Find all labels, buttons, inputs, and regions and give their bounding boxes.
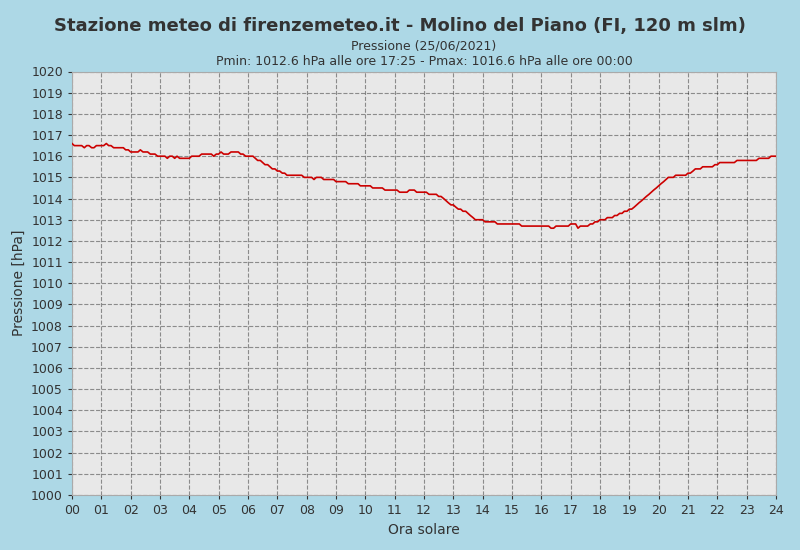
Text: Stazione meteo di firenzemeteo.it - Molino del Piano (FI, 120 m slm): Stazione meteo di firenzemeteo.it - Moli…: [54, 16, 746, 35]
X-axis label: Ora solare: Ora solare: [388, 522, 460, 537]
Y-axis label: Pressione [hPa]: Pressione [hPa]: [11, 230, 26, 337]
Title: Pressione (25/06/2021)
Pmin: 1012.6 hPa alle ore 17:25 - Pmax: 1016.6 hPa alle o: Pressione (25/06/2021) Pmin: 1012.6 hPa …: [216, 40, 632, 68]
